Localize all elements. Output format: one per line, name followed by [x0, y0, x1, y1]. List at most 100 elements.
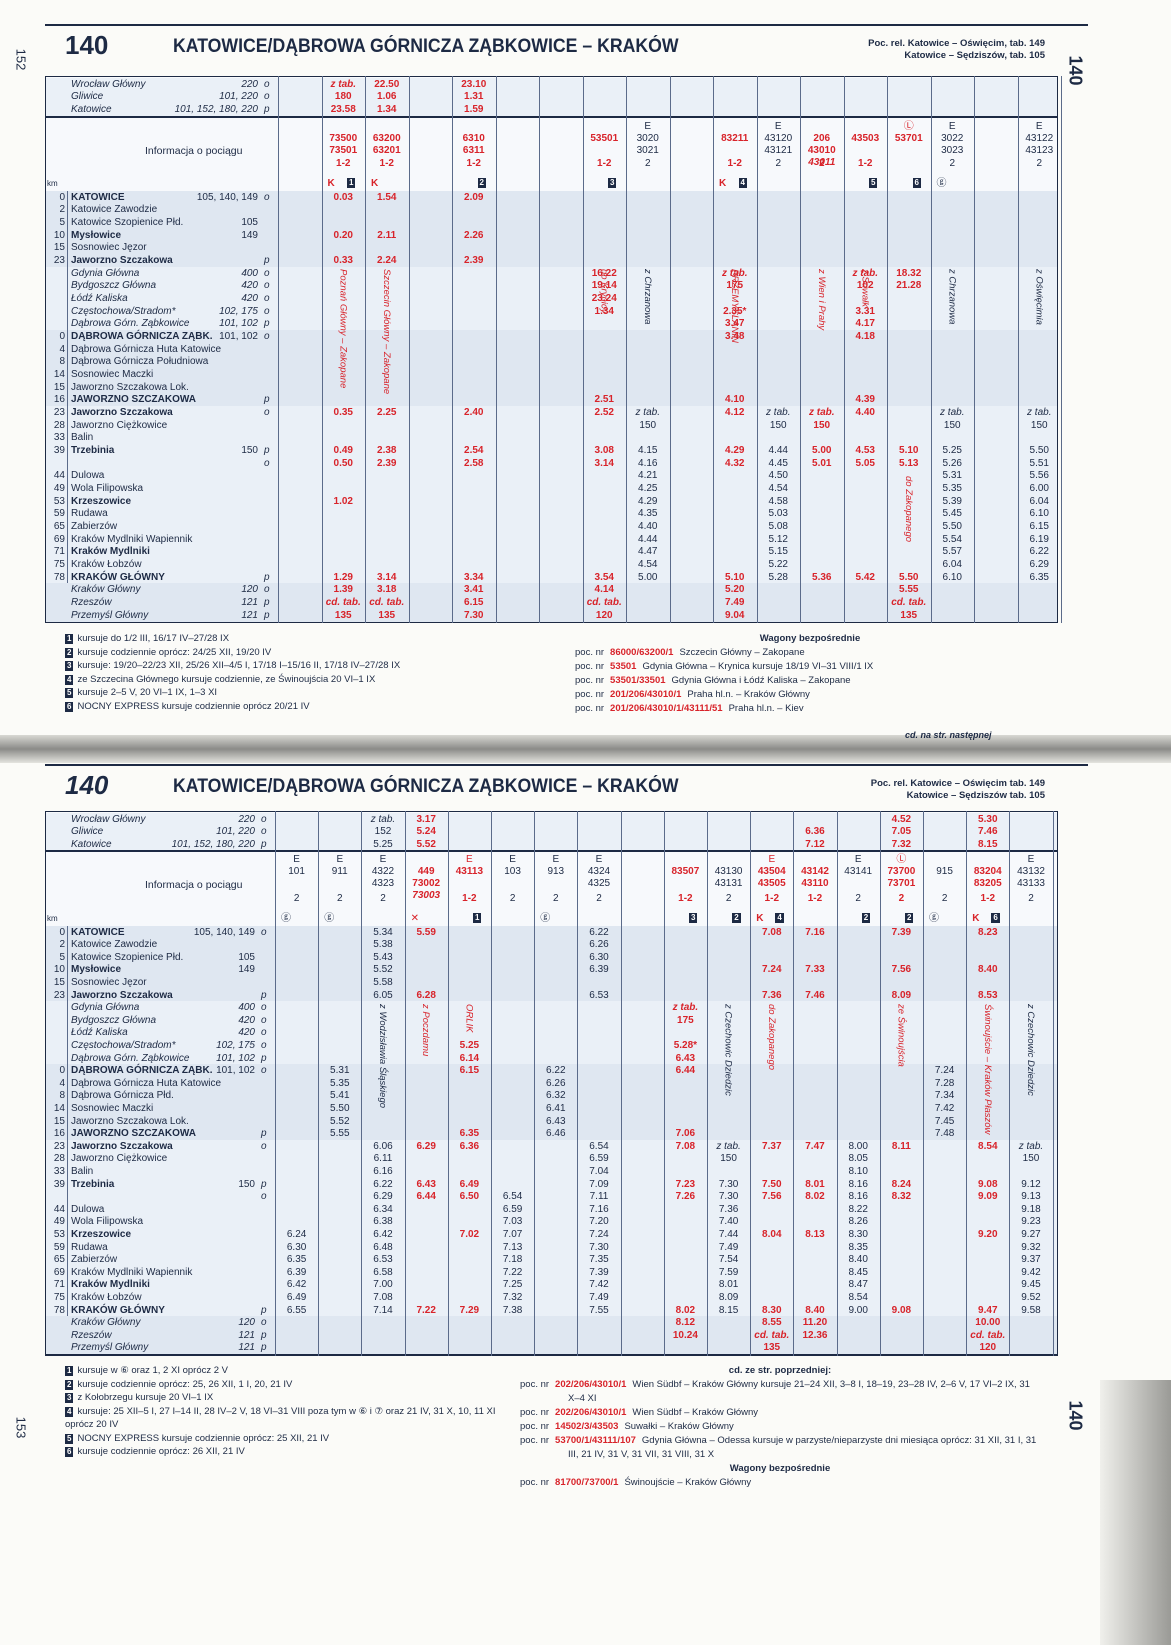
train-time: 10.00	[975, 1317, 1001, 1329]
km: 39	[53, 1178, 65, 1190]
train-time: 8.09	[891, 989, 912, 1001]
carriage-train: 14502/3/43503	[555, 1421, 619, 1432]
train-time: 6.15	[459, 1065, 480, 1077]
train-time: 9.18	[1021, 1203, 1041, 1215]
train-time: 8.02	[675, 1304, 696, 1316]
reference: Poc. rel. Katowice – Oświęcim, tab. 149	[868, 38, 1045, 49]
station-name: Dąbrowa Górnicza Huta Katowice	[71, 343, 222, 355]
train-time: 6.30	[589, 951, 609, 963]
train-time: 6.29	[373, 1191, 393, 1203]
train-time: 2.40	[464, 406, 484, 418]
carriage-line: poc. nr 202/206/43010/1 Wien Südbf – Krakó…	[520, 1406, 1040, 1420]
info-label: Informacja o pociągu	[145, 144, 243, 157]
train-number: 43505	[757, 878, 786, 889]
train-time: cd. tab.	[891, 596, 927, 608]
train-time: 1.59	[464, 103, 484, 115]
train-time: 0.49	[333, 444, 353, 456]
train-category: E	[466, 854, 473, 865]
station-name: Częstochowa/Stradom*	[71, 1039, 176, 1051]
table-ref: 105, 140, 149	[196, 191, 258, 203]
table-ref: 400	[241, 267, 258, 279]
train-time: 6.53	[589, 989, 609, 1001]
station-name: Sosnowiec Maczki	[71, 368, 154, 380]
train-class: 1-2	[678, 893, 693, 904]
page-edge	[1100, 1380, 1171, 1645]
train-time: 3.17	[416, 813, 436, 825]
train-time: 7.30	[464, 609, 484, 621]
table-ref: 105, 140, 149	[193, 926, 255, 938]
train-flag: ⓖ	[929, 913, 939, 924]
train-time: 7.39	[891, 926, 912, 938]
train-category: E	[768, 854, 776, 865]
train-time: 5.05	[855, 457, 875, 469]
table-ref: 105	[241, 216, 258, 228]
train-time: 23.10	[461, 78, 487, 90]
carriage-prefix: poc. nr	[520, 1435, 550, 1446]
train-time: 6.35	[459, 1128, 480, 1140]
arr-dep-mark: p	[264, 103, 270, 115]
km: 23	[53, 1140, 65, 1152]
carriage-text: Suwałki – Kraków Główny	[624, 1421, 734, 1432]
train-time: 6.10	[1029, 508, 1049, 520]
row-group-shade	[46, 925, 1057, 1002]
train-time: 9.23	[1021, 1216, 1041, 1228]
train-time: 2.58	[464, 457, 484, 469]
train-time: 7.47	[805, 1140, 825, 1152]
train-time: 5.51	[1029, 457, 1049, 469]
train-flag: K	[327, 178, 335, 189]
train-number: 43011	[808, 157, 836, 168]
train-time: 8.01	[718, 1279, 739, 1291]
train-time: 2.52	[594, 406, 614, 418]
station-name: Jaworzno Ciężkowice	[71, 1153, 168, 1165]
train-time: 18.32	[896, 267, 922, 279]
arr-dep-mark: p	[264, 596, 270, 608]
train-route: Poznań Główny – Zakopane	[337, 269, 349, 389]
train-time: z tab.	[635, 406, 660, 418]
arr-dep-mark: o	[261, 1002, 267, 1014]
column-rule	[836, 811, 838, 1356]
column-rule	[1061, 76, 1062, 624]
column-rule	[491, 811, 492, 1356]
carriage-text: Wien Südbf – Kraków Główny kursuje 21–24…	[568, 1379, 1030, 1404]
train-time: 7.12	[805, 838, 825, 850]
station-name: Rudawa	[71, 1241, 108, 1253]
station-name: Kraków Mydlniki	[71, 546, 150, 558]
train-class: 1-2	[462, 893, 477, 904]
table-ref: 150	[241, 444, 258, 456]
km: 8	[59, 1090, 65, 1102]
arr-dep-mark: p	[264, 394, 270, 406]
station-name: Przemyśl Główny	[71, 609, 149, 621]
column-rule	[404, 811, 406, 1356]
carriage-text: Praha hl.n. – Kraków Główny	[687, 689, 810, 700]
train-category: E	[336, 854, 344, 865]
train-time: 7.24	[762, 964, 782, 976]
train-time: 6.29	[1029, 558, 1049, 570]
station-name: Katowice Szopienice Płd.	[71, 216, 184, 228]
station-name: Rudawa	[71, 508, 108, 520]
train-time: 7.46	[805, 989, 825, 1001]
train-time: 4.44	[638, 533, 658, 545]
train-time: 9.04	[725, 609, 745, 621]
train-time: 23.58	[330, 103, 356, 115]
train-number: 73003	[412, 890, 441, 901]
train-number: 43113	[455, 866, 484, 877]
train-time: 7.07	[502, 1228, 523, 1240]
train-note: 3	[608, 178, 617, 188]
table-ref: 220	[241, 78, 258, 90]
train-time: 4.12	[725, 406, 745, 418]
train-time: 2.11	[377, 229, 397, 241]
train-time: 5.12	[768, 533, 788, 545]
column-rule	[663, 811, 665, 1356]
train-number: 43503	[851, 133, 880, 144]
train-category: Ⓛ	[896, 854, 907, 865]
train-time: 6.10	[942, 571, 962, 583]
table-ref: 102, 175	[216, 1039, 255, 1051]
train-time: 9.37	[1021, 1254, 1041, 1266]
train-time: 9.27	[1021, 1228, 1041, 1240]
arr-dep-mark: o	[261, 1140, 267, 1152]
train-category: E	[379, 854, 387, 865]
footnote-text: kursuje codziennie oprócz: 25, 26 XII, 1…	[77, 1378, 293, 1390]
continued-note: cd. na str. następnej	[905, 730, 992, 740]
train-time: 135	[763, 1342, 781, 1354]
train-class: 1-2	[858, 158, 873, 169]
